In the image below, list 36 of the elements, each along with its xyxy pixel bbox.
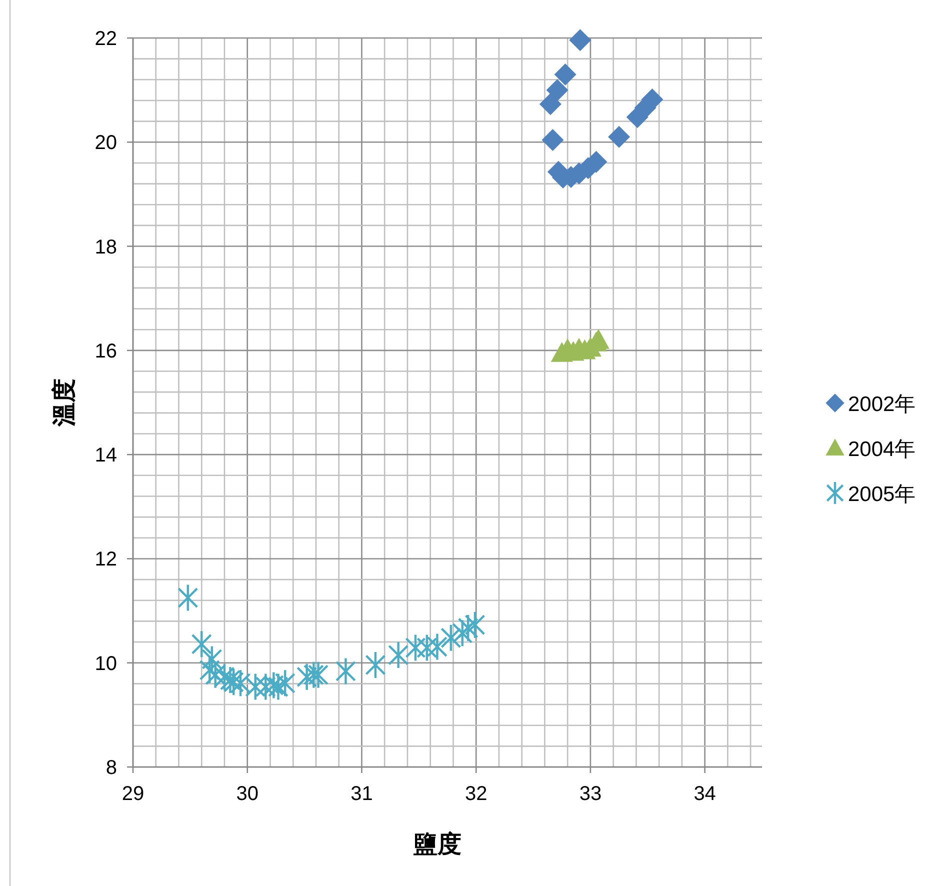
legend-label: 2002年: [848, 393, 916, 416]
point: [542, 129, 564, 152]
point: [308, 662, 328, 688]
x-tick-label: 32: [464, 783, 488, 805]
point: [546, 79, 568, 102]
point: [539, 93, 562, 116]
y-tick-label: 14: [94, 444, 117, 467]
point: [230, 670, 250, 696]
point: [365, 652, 386, 678]
legend-label: 2004年: [848, 438, 916, 461]
point: [464, 612, 485, 638]
point: [569, 29, 592, 52]
y-tick-label: 22: [94, 28, 117, 50]
y-tick-label: 16: [94, 340, 117, 362]
x-tick-label: 34: [694, 783, 716, 805]
x-tick-label: 30: [236, 783, 258, 805]
y-tick-label: 12: [94, 548, 117, 571]
x-axis-title: 鹽度: [412, 831, 462, 858]
y-tick-label: 10: [94, 652, 117, 675]
point: [178, 584, 198, 611]
point: [554, 63, 576, 86]
y-axis-title: 溫度: [51, 378, 78, 428]
y-tick-label: 18: [94, 236, 117, 258]
point: [608, 126, 630, 148]
point: [427, 634, 448, 660]
point: [336, 658, 356, 684]
point: [388, 642, 408, 668]
x-tick-label: 31: [350, 783, 373, 805]
point: [406, 634, 426, 661]
point: [192, 631, 212, 658]
x-tick-label: 29: [122, 783, 144, 805]
x-tick-label: 33: [579, 783, 602, 805]
y-tick-label: 8: [106, 757, 117, 779]
point: [275, 670, 296, 696]
legend-label: 2005年: [848, 483, 916, 506]
y-tick-label: 20: [94, 132, 117, 154]
